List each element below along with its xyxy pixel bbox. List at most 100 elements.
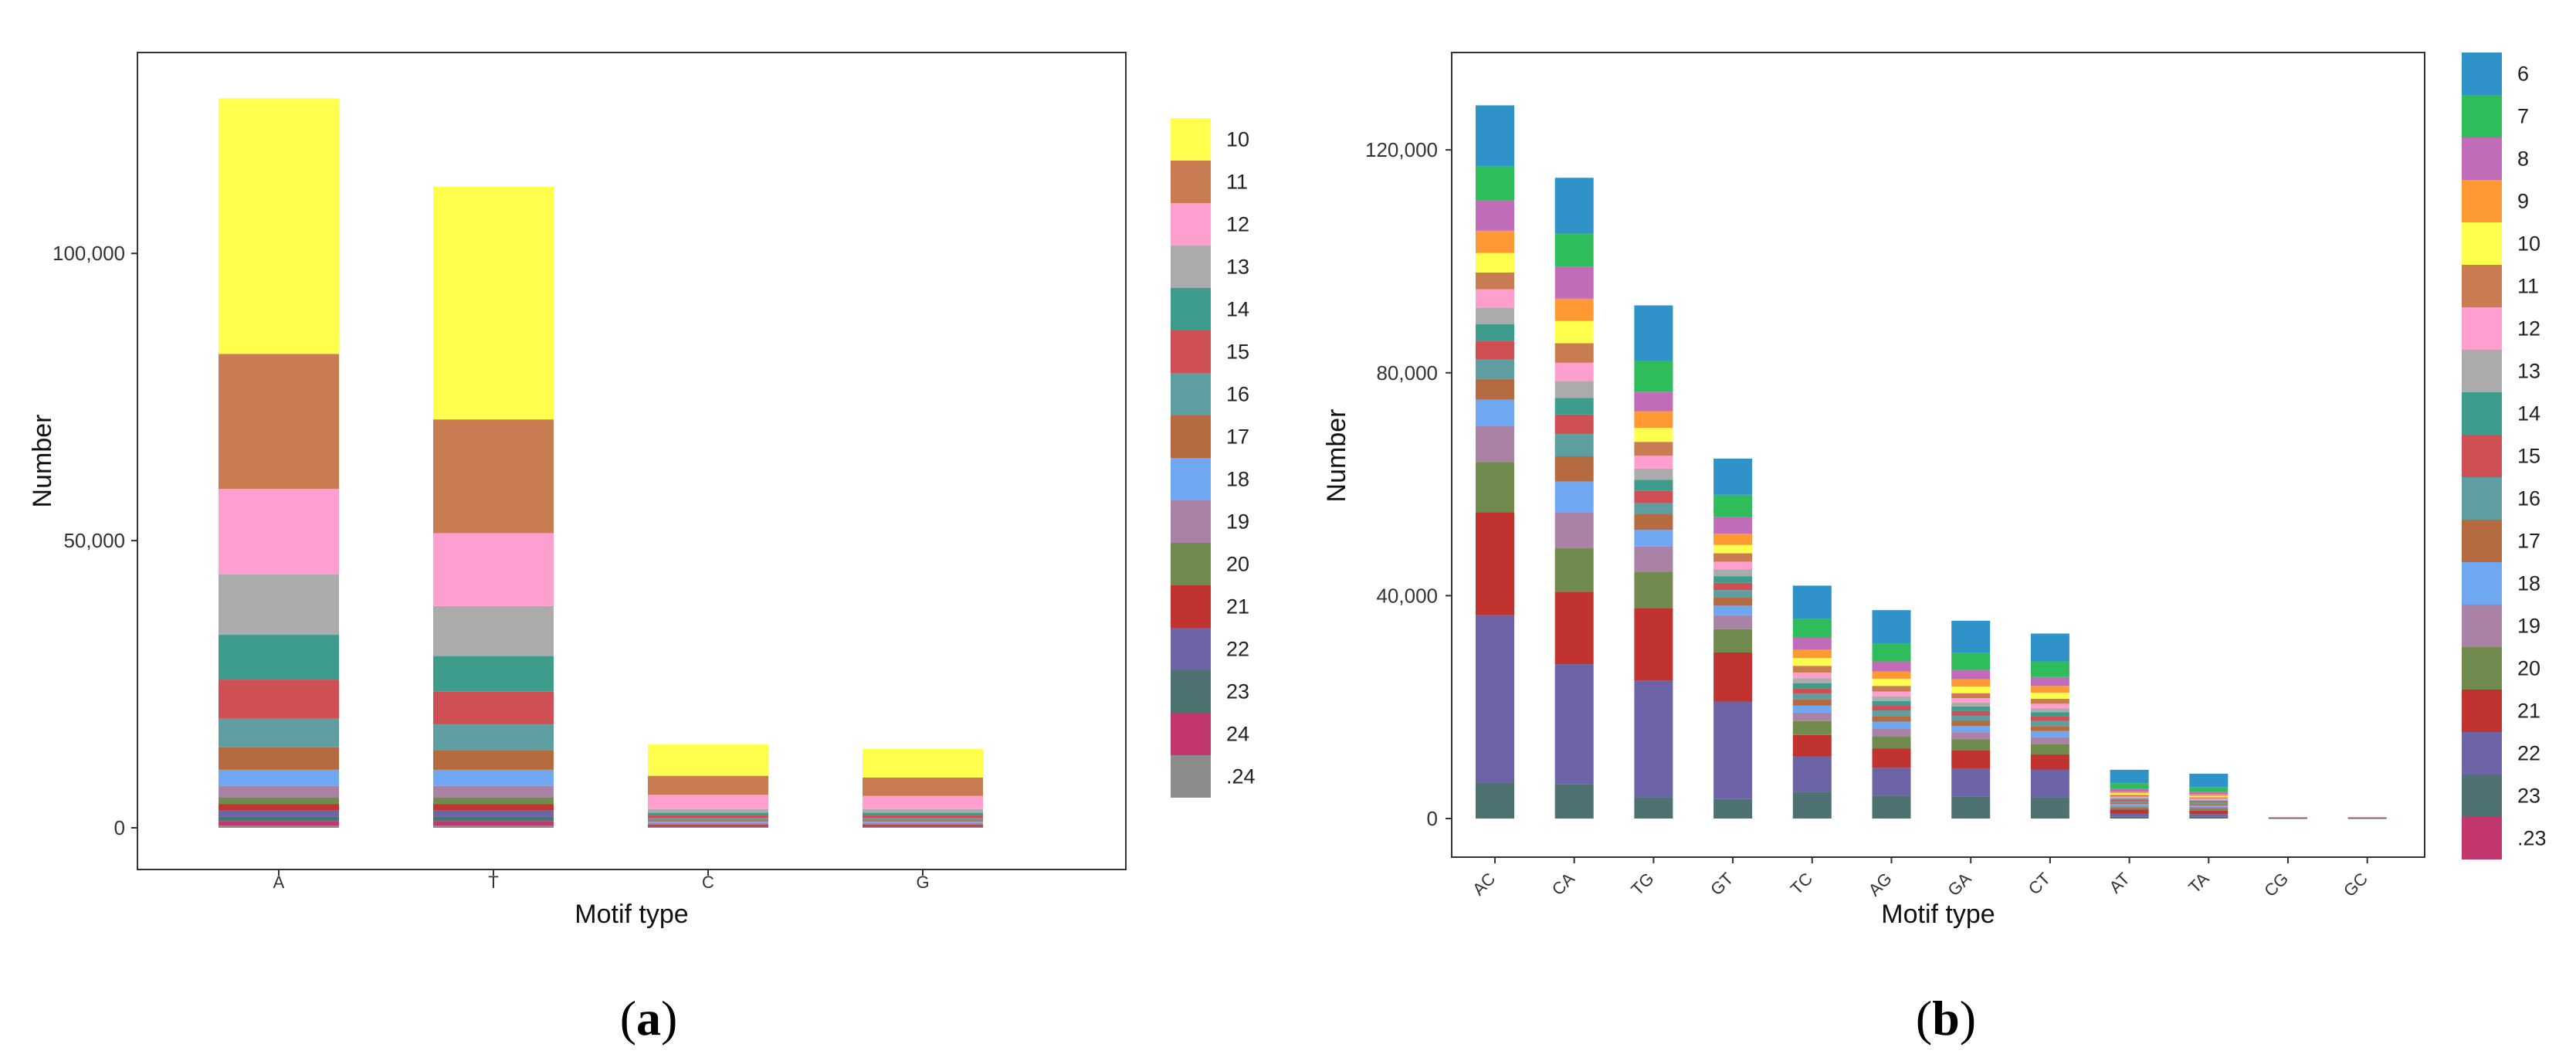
bar-segment-GA-10 [1951, 686, 1991, 693]
bar-segment-AC-10 [1476, 253, 1514, 273]
bar-segment-C-18 [648, 821, 768, 823]
bar-segment-AC-18 [1476, 399, 1514, 426]
bar-segment-TA-23 [2189, 816, 2229, 819]
bar-segment-AT-7 [2110, 783, 2149, 789]
bar-segment-C-24 [648, 826, 768, 828]
ytick-label: 0 [1427, 807, 1438, 830]
ytick-label: 40,000 [1376, 584, 1438, 607]
bar-segment-TG-22 [1634, 680, 1673, 798]
bar-segment-T-18 [433, 769, 554, 786]
legend-label: 13 [1226, 256, 1249, 279]
bar-segment-TA-7 [2189, 787, 2229, 792]
ytick-label: 80,000 [1376, 361, 1438, 385]
legend-swatch [1171, 246, 1211, 288]
bar-segment-AC-15 [1476, 341, 1514, 360]
bar-segment-TC-10 [1792, 658, 1832, 666]
legend-label: 19 [1226, 510, 1249, 534]
legend-swatch [2462, 520, 2502, 562]
legend-label: 9 [2517, 190, 2529, 213]
bar-segment-TG-13 [1634, 468, 1673, 480]
bar-segment-TG-8 [1634, 392, 1673, 412]
legend-swatch [1171, 628, 1211, 670]
xtick-label: A [273, 873, 285, 892]
legend-swatch [2462, 647, 2502, 690]
bar-segment-AC-7 [1476, 166, 1514, 201]
bar-segment-AG-22 [1872, 768, 1911, 796]
bar-segment-G-10 [863, 748, 983, 778]
legend-label: 16 [1226, 383, 1249, 406]
bar-segment-AG-7 [1872, 643, 1911, 662]
bar-segment-AG-18 [1872, 721, 1911, 729]
bar-segment-TG-17 [1634, 514, 1673, 530]
bar-segment-AG-17 [1872, 716, 1911, 722]
bar-segment-TC-11 [1792, 666, 1832, 673]
bar-segment-GA-11 [1951, 693, 1991, 699]
bar-segment-GT-14 [1713, 576, 1753, 583]
panel-a-ytick-marks [131, 253, 924, 876]
bar-segment-TG-6 [1634, 305, 1673, 361]
bar-segment-CT-20 [2030, 744, 2069, 755]
panel-b-legend: 6 7 8 9 10 11 12 13 14 15 16 17 18 19 20 21 22 23 .23 [2462, 53, 2547, 859]
legend-label: 16 [2517, 487, 2540, 510]
ytick-label: 0 [114, 816, 125, 839]
xtick-label: GC [2340, 869, 2371, 900]
legend-label: 23 [2517, 785, 2540, 808]
legend-label: 11 [1226, 171, 1248, 194]
bar-segment-GT-15 [1713, 582, 1753, 591]
bar-segment-TG-12 [1634, 456, 1673, 469]
bar-segment-AT-17 [2110, 802, 2149, 805]
legend-swatch [1171, 458, 1211, 500]
bar-segment-AT-10 [2110, 793, 2149, 795]
bar-segment-GT-21 [1713, 652, 1753, 702]
bar-segment-AG-10 [1872, 678, 1911, 686]
bar-segment-TG-14 [1634, 480, 1673, 491]
legend-label: 20 [2517, 657, 2540, 680]
bar-segment-CT-14 [2030, 712, 2069, 717]
legend-swatch [2462, 222, 2502, 265]
bar-segment-TC-14 [1792, 683, 1832, 689]
bar-segment-C-13 [648, 808, 768, 813]
legend-swatch [2462, 180, 2502, 222]
bar-segment-CT-23 [2030, 797, 2069, 819]
bar-segment-AG-12 [1872, 691, 1911, 697]
bar-segment-G-24 [863, 826, 983, 828]
bar-segment-AG-13 [1872, 696, 1911, 701]
bar-segment-CA-11 [1554, 343, 1594, 363]
bar-segment-G-17 [863, 819, 983, 822]
bar-segment-GC-21 [2347, 817, 2387, 819]
bar-segment-CT-22 [2030, 769, 2069, 798]
bar-segment-CT-19 [2030, 737, 2069, 744]
bar-segment-C-10 [648, 744, 768, 776]
bar-segment-CT-15 [2030, 716, 2069, 721]
ytick-label: 100,000 [53, 242, 125, 265]
legend-swatch [1171, 670, 1211, 713]
bar-segment-GT-16 [1713, 590, 1753, 598]
legend-swatch [1171, 161, 1211, 203]
bar-segment-AT-21 [2110, 809, 2149, 814]
bar-segment-TA-22 [2189, 814, 2229, 817]
bar-segment-T-24 [433, 825, 554, 828]
xtick-label: AG [1865, 869, 1896, 900]
legend-swatch [1171, 543, 1211, 585]
legend-swatch [1171, 288, 1211, 331]
legend-label: 14 [1226, 298, 1249, 321]
legend-swatch [1171, 203, 1211, 246]
bar-segment-A-11 [219, 354, 339, 490]
bar-segment-CT-17 [2030, 726, 2069, 731]
legend-swatch [2462, 95, 2502, 137]
legend-swatch [2462, 562, 2502, 605]
bar-segment-C-17 [648, 819, 768, 822]
bar-segment-A-24 [219, 821, 339, 826]
bar-segment-G-22 [863, 825, 983, 826]
legend-swatch [2462, 435, 2502, 477]
bar-segment-GT-7 [1713, 494, 1753, 517]
bar-segment-CA-16 [1554, 434, 1594, 456]
bar-segment-C-15 [648, 815, 768, 818]
bar-segment-AT-22 [2110, 813, 2149, 817]
xtick-label: TC [1787, 869, 1816, 898]
bar-segment-TC-22 [1792, 756, 1832, 792]
bar-segment-AG-14 [1872, 700, 1911, 706]
legend-label: .24 [1226, 765, 1256, 788]
bar-segment-AT-18 [2110, 804, 2149, 806]
